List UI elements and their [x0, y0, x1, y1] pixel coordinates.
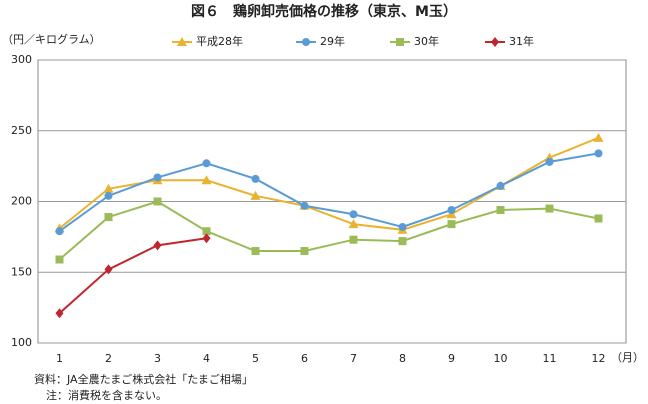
y-tick-label: 250 — [11, 124, 32, 137]
series-line — [58, 237, 207, 315]
x-tick-label: 5 — [252, 352, 259, 365]
point — [153, 197, 162, 206]
y-tick-label: 200 — [11, 195, 32, 208]
point — [202, 227, 211, 236]
point — [396, 38, 404, 46]
x-tick-label: 2 — [105, 352, 112, 365]
legend-label: 30年 — [414, 34, 439, 48]
point — [104, 264, 113, 275]
point — [593, 132, 604, 142]
point — [348, 219, 359, 229]
point — [349, 210, 358, 219]
x-tick-label: 9 — [448, 352, 455, 365]
x-tick-label: 12 — [592, 352, 606, 365]
series-line — [58, 200, 599, 261]
point — [201, 175, 212, 185]
point — [250, 190, 261, 200]
point — [251, 174, 260, 183]
point — [153, 173, 162, 182]
x-tick-label: 10 — [494, 352, 508, 365]
x-tick-label: 3 — [154, 352, 161, 365]
y-axis-label: （円／キログラム） — [2, 32, 101, 46]
point — [300, 201, 309, 210]
x-axis-label: （月） — [611, 351, 644, 364]
point — [491, 37, 499, 47]
point — [545, 204, 554, 213]
point — [104, 213, 113, 222]
tax-note: 注：消費税を含まない。 — [46, 388, 167, 402]
y-tick-label: 150 — [11, 265, 32, 278]
point — [202, 159, 211, 168]
legend-label: 平成28年 — [196, 34, 243, 48]
point — [545, 157, 554, 166]
point — [398, 237, 407, 246]
source-note: 資料：JA全農たまご株式会社「たまご相場」 — [34, 372, 253, 386]
x-tick-label: 7 — [350, 352, 357, 365]
x-tick-label: 11 — [543, 352, 557, 365]
x-tick-label: 1 — [56, 352, 63, 365]
point — [496, 205, 505, 214]
x-tick-label: 6 — [301, 352, 308, 365]
point — [103, 183, 114, 193]
point — [55, 308, 64, 319]
y-tick-label: 300 — [11, 53, 32, 66]
legend-label: 31年 — [509, 34, 534, 48]
x-tick-label: 8 — [399, 352, 406, 365]
point — [496, 181, 505, 190]
point — [55, 255, 64, 264]
point — [202, 233, 211, 244]
point — [104, 191, 113, 200]
point — [55, 227, 64, 236]
point — [153, 240, 162, 251]
point — [594, 149, 603, 158]
chart-title: 図６ 鶏卵卸売価格の推移（東京、M玉） — [191, 3, 457, 20]
point — [349, 235, 358, 244]
point — [251, 247, 260, 256]
legend-label: 29年 — [320, 34, 345, 48]
point — [398, 222, 407, 231]
x-tick-label: 4 — [203, 352, 210, 365]
point — [177, 37, 187, 46]
y-tick-label: 100 — [11, 336, 32, 349]
point — [302, 38, 310, 46]
point — [447, 220, 456, 229]
series-line — [58, 152, 599, 233]
point — [594, 214, 603, 223]
point — [447, 205, 456, 214]
point — [300, 247, 309, 256]
